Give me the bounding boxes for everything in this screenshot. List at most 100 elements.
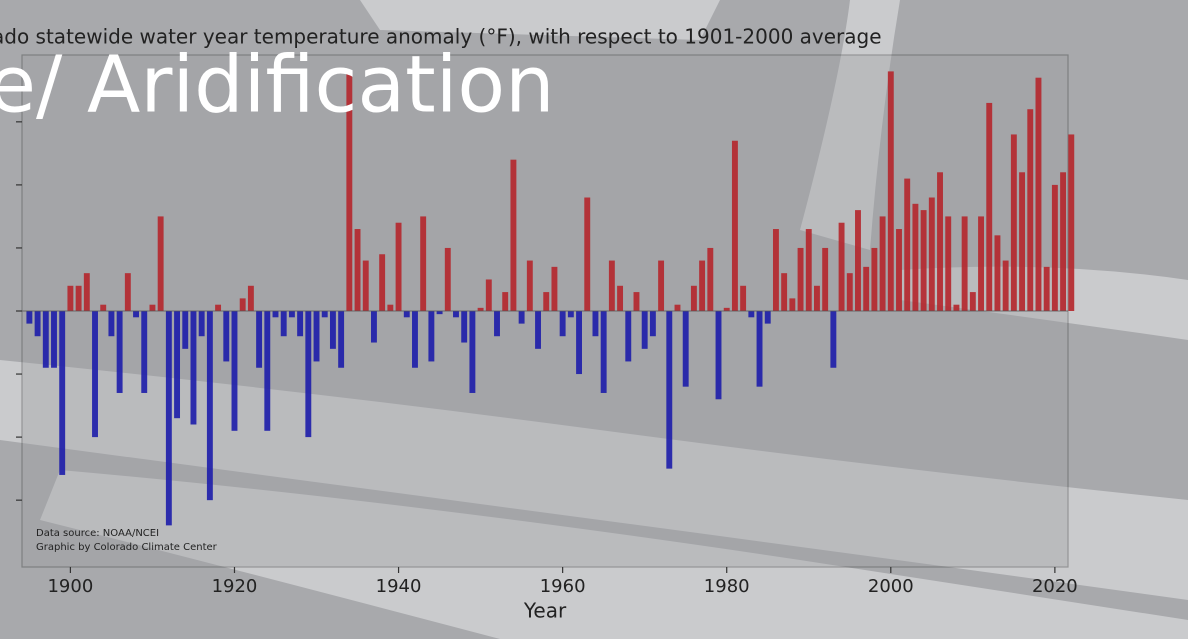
bar — [1043, 266, 1050, 311]
bar — [715, 311, 722, 400]
bar — [1027, 109, 1034, 312]
bar — [239, 298, 246, 311]
bar — [264, 311, 271, 431]
bar — [1002, 260, 1009, 311]
bar — [124, 273, 131, 311]
bar — [600, 311, 607, 393]
bar — [920, 210, 927, 311]
bar — [592, 311, 599, 337]
bar — [67, 285, 74, 311]
bar — [215, 304, 222, 311]
bar — [543, 292, 550, 311]
bar — [526, 260, 533, 311]
bar — [149, 304, 156, 311]
bar — [969, 292, 976, 311]
bar — [1060, 172, 1067, 311]
bar — [395, 222, 402, 311]
bar — [59, 311, 66, 475]
bar — [584, 197, 591, 311]
bar — [190, 311, 197, 425]
bar — [428, 311, 435, 362]
bar — [502, 292, 509, 311]
bar — [461, 311, 468, 343]
bar — [633, 292, 640, 311]
bar — [797, 247, 804, 311]
x-axis-label: Year — [523, 599, 567, 623]
x-tick-label: 1940 — [376, 576, 422, 597]
bar — [247, 285, 254, 311]
bar — [329, 311, 336, 349]
bar — [231, 311, 238, 431]
bar — [789, 298, 796, 311]
bar — [83, 273, 90, 311]
bar — [51, 311, 57, 368]
bar — [157, 216, 164, 311]
bar — [485, 279, 492, 311]
bar — [34, 311, 41, 337]
bar — [198, 311, 205, 337]
bar — [223, 311, 230, 362]
bar — [510, 159, 517, 311]
credit-note: Graphic by Colorado Climate Center — [36, 542, 218, 553]
bar — [978, 216, 984, 311]
bar — [403, 311, 410, 318]
slide-title: e/ Aridification — [0, 40, 555, 130]
bar — [617, 285, 624, 311]
bar — [756, 311, 763, 387]
bar — [354, 229, 361, 311]
x-tick-label: 1900 — [47, 576, 93, 597]
bar — [108, 311, 115, 337]
bar — [731, 140, 738, 311]
bar — [961, 216, 968, 311]
bar — [518, 311, 525, 324]
bar — [26, 311, 33, 324]
bar — [723, 307, 730, 311]
bar — [477, 307, 484, 311]
bar — [1051, 184, 1058, 311]
bar — [338, 311, 345, 368]
bar — [92, 311, 98, 438]
bar — [674, 304, 681, 311]
bar — [707, 247, 714, 311]
bar — [781, 273, 788, 311]
bar — [436, 311, 443, 315]
bar — [879, 216, 886, 311]
bar — [412, 311, 418, 368]
bar — [863, 266, 870, 311]
bar — [313, 311, 320, 362]
bar — [937, 172, 943, 311]
bar — [994, 235, 1001, 311]
bar — [116, 311, 123, 393]
x-tick-label: 1980 — [704, 576, 750, 597]
bar — [272, 311, 279, 318]
bar — [133, 311, 139, 318]
bar — [567, 311, 574, 318]
x-tick-label: 1960 — [540, 576, 586, 597]
bar — [608, 260, 615, 311]
bar — [42, 311, 49, 368]
bar — [690, 285, 697, 311]
bar — [699, 260, 706, 311]
x-tick-label: 2020 — [1032, 576, 1078, 597]
bar — [182, 311, 189, 349]
bar — [641, 311, 648, 349]
bar — [814, 285, 820, 311]
bar — [453, 311, 459, 318]
bar — [379, 254, 386, 311]
bar — [420, 216, 427, 311]
bar — [494, 311, 500, 337]
bar — [305, 311, 312, 438]
bar — [912, 203, 919, 311]
bar — [469, 311, 476, 393]
bar — [174, 311, 181, 419]
bar — [928, 197, 935, 311]
bar — [772, 229, 779, 311]
bar — [666, 311, 673, 469]
bar — [288, 311, 295, 318]
bar — [297, 311, 304, 337]
source-note: Data source: NOAA/NCEI — [36, 528, 159, 539]
x-tick-label: 2000 — [868, 576, 914, 597]
bar — [1035, 77, 1042, 311]
